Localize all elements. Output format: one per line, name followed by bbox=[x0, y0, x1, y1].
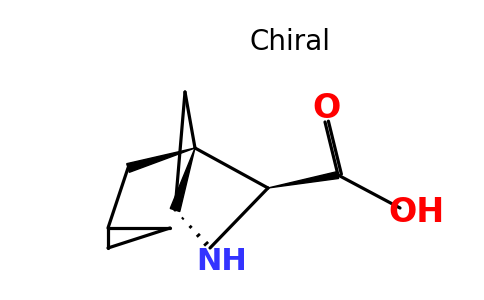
Text: O: O bbox=[313, 92, 341, 124]
Text: OH: OH bbox=[388, 196, 444, 229]
Text: Chiral: Chiral bbox=[249, 28, 331, 56]
Polygon shape bbox=[170, 148, 195, 212]
Polygon shape bbox=[268, 172, 339, 188]
Text: NH: NH bbox=[197, 248, 247, 277]
Polygon shape bbox=[127, 148, 195, 172]
